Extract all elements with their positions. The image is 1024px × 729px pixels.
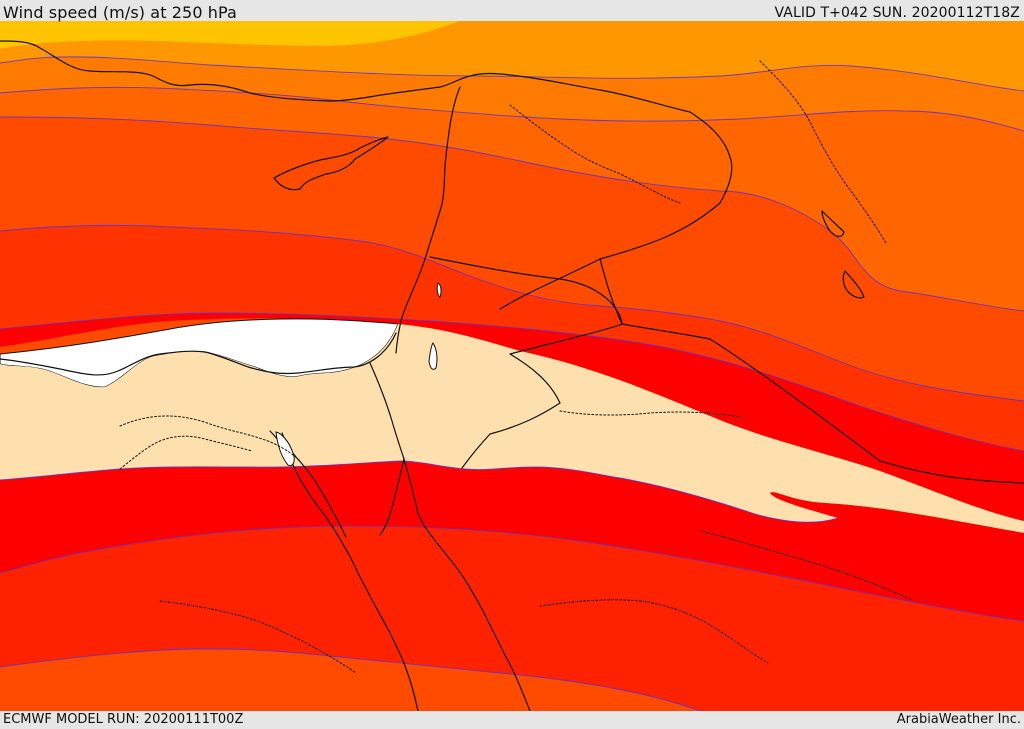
band-red-orange xyxy=(0,117,1024,401)
red-sea-coast-west xyxy=(269,430,419,711)
cyprus xyxy=(273,136,389,191)
dotted-border-2 xyxy=(119,435,253,470)
wind-speed-map-svg xyxy=(0,21,1024,711)
iraq-border xyxy=(499,111,733,310)
contour-line-5 xyxy=(0,312,1024,452)
dotted-border-1 xyxy=(119,415,301,462)
small-lake-east xyxy=(842,270,865,299)
saudi-border xyxy=(599,258,1024,484)
contour-line-4 xyxy=(0,224,1024,402)
header-bar xyxy=(0,0,1024,21)
dotted-border-6 xyxy=(159,600,357,674)
calm-zone xyxy=(0,324,1024,533)
dead-sea xyxy=(436,282,442,298)
band-south-orange-red xyxy=(0,526,1024,711)
dotted-border-5 xyxy=(699,530,911,600)
brand-text: ArabiaWeather Inc. xyxy=(896,712,1021,727)
dotted-border-4 xyxy=(759,60,887,244)
band-yellow xyxy=(0,21,460,49)
band-south-red xyxy=(0,461,1024,621)
egypt-coast xyxy=(0,332,397,376)
turkey-coastline xyxy=(0,40,691,113)
wind-speed-map xyxy=(0,21,1024,711)
band-orange xyxy=(0,56,1024,131)
dotted-border-8 xyxy=(559,410,741,418)
levant-coastline xyxy=(395,86,461,354)
lake-sea-of-galilee xyxy=(428,342,438,370)
band-dark-orange xyxy=(0,87,1024,311)
footer-bar xyxy=(0,711,1024,729)
valid-time: VALID T+042 SUN. 20200112T18Z xyxy=(774,5,1020,21)
contour-line-2 xyxy=(0,86,1024,132)
map-title: Wind speed (m/s) at 250 hPa xyxy=(3,3,237,22)
red-sea-coast-east xyxy=(403,458,531,711)
dotted-border-3 xyxy=(509,104,681,204)
contour-line-7 xyxy=(0,525,1024,622)
band-red xyxy=(0,225,1024,451)
contour-line-8 xyxy=(0,648,701,711)
small-lake-north-iraq xyxy=(821,210,845,237)
model-run: ECMWF MODEL RUN: 20200111T00Z xyxy=(3,712,244,727)
jordan-border xyxy=(429,256,623,469)
contour-line-6 xyxy=(0,460,839,523)
dotted-border-7 xyxy=(539,599,769,664)
gulf-of-aqaba xyxy=(379,458,405,536)
sinai-border xyxy=(369,362,405,460)
band-light-orange xyxy=(0,21,1024,91)
contour-line-3 xyxy=(0,116,1024,312)
contour-line-1 xyxy=(0,56,1024,92)
band-south-orange xyxy=(0,648,700,711)
nile-delta-lake xyxy=(275,431,295,467)
band-bright-red xyxy=(0,313,1024,521)
